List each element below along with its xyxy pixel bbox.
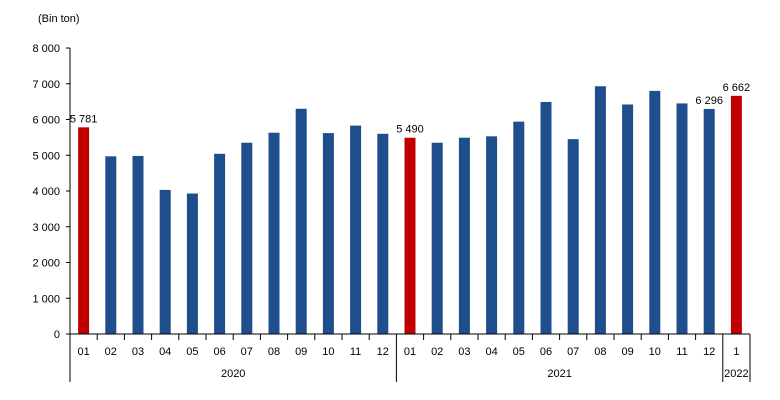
x-tick-label: 04 <box>485 346 497 358</box>
x-tick-label: 03 <box>458 346 470 358</box>
x-tick-label: 05 <box>186 346 198 358</box>
y-axis: 0 1 000 2 000 3 000 4 000 5 000 6 000 7 000 8 00… <box>32 43 71 341</box>
bar <box>105 156 117 334</box>
x-tick-label: 04 <box>159 346 171 358</box>
bar <box>513 121 525 335</box>
year-label: 2020 <box>221 368 245 380</box>
x-tick-label: 05 <box>513 346 525 358</box>
bar <box>594 86 606 334</box>
bar <box>649 90 661 335</box>
bar <box>322 133 334 334</box>
x-tick-label: 09 <box>621 346 633 358</box>
x-tick-label: 02 <box>105 346 117 358</box>
x-tick-label: 11 <box>350 346 361 358</box>
bar <box>431 142 443 334</box>
x-tick-label: 10 <box>649 346 661 358</box>
bar <box>486 136 498 334</box>
x-tick-label: 07 <box>567 346 579 358</box>
bar <box>214 153 226 334</box>
bar <box>377 133 389 334</box>
bar <box>268 132 280 334</box>
x-tick-label: 07 <box>241 346 253 358</box>
bar <box>676 103 688 334</box>
x-tick-label: 01 <box>404 346 416 358</box>
bar <box>458 137 470 334</box>
data-label: 6 662 <box>723 82 751 94</box>
y-tick-label: 4 000 <box>32 186 60 198</box>
bar <box>241 142 253 334</box>
data-label: 5 490 <box>396 124 424 136</box>
y-tick-label: 7 000 <box>32 79 60 91</box>
bar <box>350 125 362 334</box>
bar <box>132 155 144 334</box>
x-tick-label: 09 <box>295 346 307 358</box>
x-tick-label: 08 <box>594 346 606 358</box>
x-tick-label: 06 <box>213 346 225 358</box>
y-axis-unit-label: (Bin ton) <box>38 13 80 25</box>
data-label: 6 296 <box>695 95 723 107</box>
x-tick-label: 11 <box>676 346 687 358</box>
x-tick-label: 12 <box>703 346 715 358</box>
bar-series <box>78 86 742 335</box>
y-tick-label: 2 000 <box>32 258 60 270</box>
bar <box>159 189 171 334</box>
x-tick-label: 10 <box>322 346 334 358</box>
x-axis: 01 02 03 04 05 06 07 08 09 10 11 12 01 02 03 04 05 06 07 08… <box>69 333 751 382</box>
bar <box>78 127 90 334</box>
x-tick-label: 1 <box>733 346 739 358</box>
bar <box>730 95 742 335</box>
x-tick-label: 12 <box>377 346 389 358</box>
x-tick-label: 01 <box>77 346 89 358</box>
x-tick-label: 02 <box>431 346 443 358</box>
year-label: 2022 <box>724 368 748 380</box>
x-tick-label: 08 <box>268 346 280 358</box>
bar <box>404 137 416 334</box>
year-label: 2021 <box>547 368 571 380</box>
bar <box>295 108 307 335</box>
x-tick-label: 06 <box>540 346 552 358</box>
y-tick-label: 6 000 <box>32 115 60 127</box>
y-tick-label: 5 000 <box>32 150 60 162</box>
bar <box>186 193 198 334</box>
data-label: 5 781 <box>70 113 98 125</box>
bar <box>622 104 634 334</box>
y-tick-label: 3 000 <box>32 222 60 234</box>
bar <box>540 101 552 334</box>
x-tick-label: 03 <box>132 346 144 358</box>
y-tick-label: 1 000 <box>32 293 60 305</box>
y-tick-label: 8 000 <box>32 43 60 55</box>
bar <box>703 108 715 334</box>
y-tick-label: 0 <box>54 329 60 341</box>
bar <box>567 139 579 334</box>
